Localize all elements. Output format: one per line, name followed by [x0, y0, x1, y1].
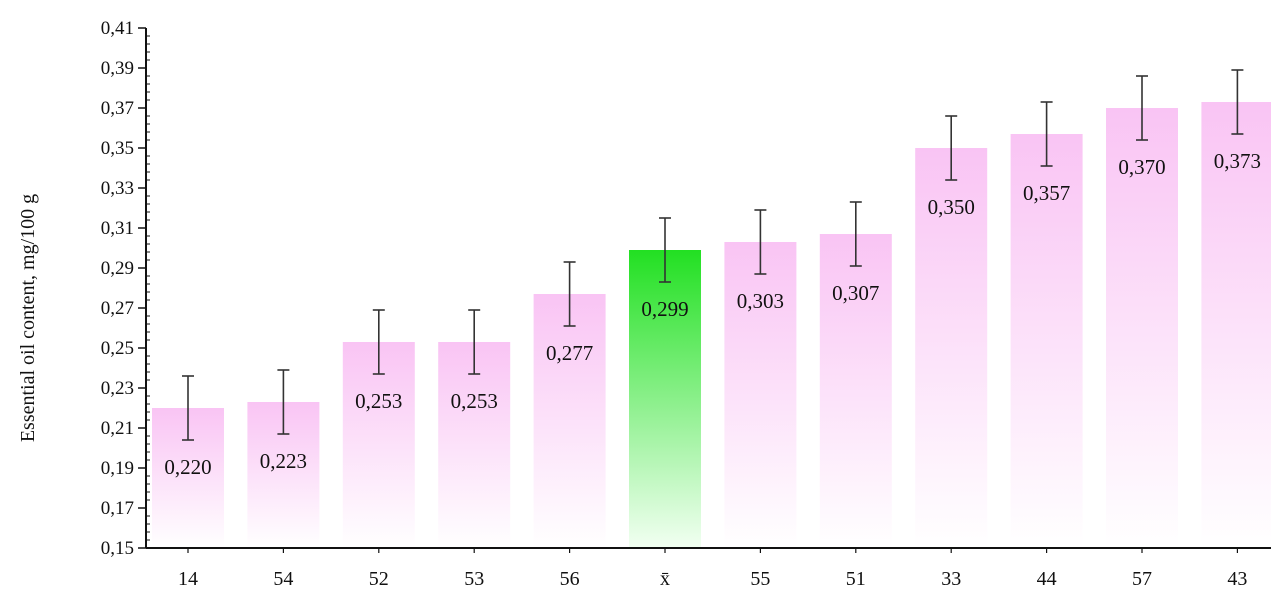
y-tick-label: 0,19 [101, 458, 134, 479]
bar-33 [915, 148, 988, 548]
x-tick-label: 14 [178, 568, 198, 590]
x-tick-label: 43 [1227, 568, 1247, 590]
bar-55 [724, 242, 797, 548]
data-label: 0,277 [546, 341, 593, 365]
error-bar [1136, 75, 1148, 141]
error-bar [754, 209, 767, 275]
data-label: 0,253 [451, 389, 498, 413]
y-axis-label: Essential oil content, mg/100 g [17, 194, 39, 442]
y-tick-label: 0,37 [101, 98, 134, 119]
x-tick-label: 51 [846, 568, 866, 590]
y-tick-label: 0,15 [101, 538, 134, 559]
data-label: 0,350 [928, 195, 975, 219]
y-tick-label: 0,21 [101, 418, 134, 439]
y-axis: 0,15 0,17 0,19 0,21 0,23 0,25 0,27 0,29 0,31 0,33… [101, 18, 150, 559]
x-tick-label: 33 [941, 568, 961, 590]
error-bar [372, 309, 385, 375]
error-bar [182, 375, 194, 441]
data-label: 0,253 [355, 389, 402, 413]
y-tick-label: 0,29 [101, 258, 134, 279]
x-axis: 14 54 52 53 56 x̄ 55 51 33 44 57 43 [146, 547, 1271, 590]
error-bar [849, 201, 862, 267]
y-tick-label: 0,31 [101, 218, 134, 239]
x-tick-label: 56 [560, 568, 580, 590]
y-tick-label: 0,39 [101, 58, 134, 79]
x-tick-label: 52 [369, 568, 389, 590]
x-tick-label: 55 [750, 568, 770, 590]
x-tick-label: 57 [1132, 568, 1152, 590]
bar-51 [819, 234, 892, 548]
data-label: 0,370 [1118, 155, 1165, 179]
data-label: 0,357 [1023, 181, 1070, 205]
x-tick-label: 44 [1037, 568, 1057, 590]
error-bar [563, 261, 576, 327]
data-label: 0,299 [641, 297, 688, 321]
error-bar [945, 115, 958, 181]
y-tick-label: 0,23 [101, 378, 134, 399]
data-label: 0,307 [832, 281, 879, 305]
y-tick-label: 0,25 [101, 338, 134, 359]
error-bar [468, 309, 481, 375]
data-label: 0,220 [164, 455, 211, 479]
bar-44 [1010, 134, 1083, 548]
data-label: 0,223 [260, 449, 307, 473]
bar-57 [1106, 108, 1178, 548]
x-tick-label: 54 [273, 568, 293, 590]
x-tick-label: 53 [464, 568, 484, 590]
error-bar [1231, 69, 1244, 135]
bar-52 [342, 342, 415, 548]
data-label: 0,303 [737, 289, 784, 313]
error-bars-group [182, 69, 1244, 441]
y-tick-label: 0,35 [101, 138, 134, 159]
y-tick-label: 0,27 [101, 298, 134, 319]
data-label: 0,373 [1214, 149, 1261, 173]
error-bar [277, 369, 290, 435]
bar-56 [533, 294, 606, 548]
bar-mean [629, 250, 701, 548]
bar-43 [1201, 102, 1271, 548]
bars-group [152, 102, 1271, 548]
x-tick-label: x̄ [660, 568, 670, 590]
error-bar [1040, 101, 1053, 167]
y-tick-label: 0,17 [101, 498, 134, 519]
y-tick-label: 0,33 [101, 178, 134, 199]
error-bar [659, 217, 671, 283]
bar-53 [438, 342, 511, 548]
data-labels-group: 0,220 0,223 0,253 0,253 0,277 0,299 0,303 0,307… [164, 149, 1261, 479]
y-tick-label: 0,41 [101, 18, 134, 39]
